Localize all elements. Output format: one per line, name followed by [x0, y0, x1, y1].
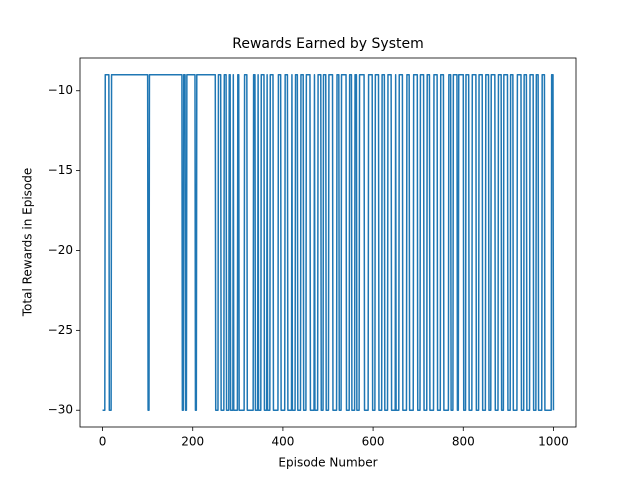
chart-title: Rewards Earned by System [232, 36, 423, 52]
x-tick-label: 1000 [538, 435, 569, 449]
y-tick-label: −25 [48, 323, 73, 337]
data-line [102, 74, 555, 411]
x-tick-label: 200 [181, 435, 204, 449]
x-axis-label: Episode Number [278, 456, 377, 470]
x-tick-label: 800 [452, 435, 475, 449]
y-axis-label: Total Rewards in Episode [21, 168, 35, 317]
x-tick-label: 0 [99, 435, 107, 449]
y-tick-label: −30 [48, 403, 73, 417]
y-tick-label: −15 [48, 163, 73, 177]
plot-frame [79, 57, 577, 428]
x-tick-label: 400 [271, 435, 294, 449]
x-tick-label: 600 [362, 435, 385, 449]
y-tick-label: −10 [48, 83, 73, 97]
y-tick-label: −20 [48, 243, 73, 257]
